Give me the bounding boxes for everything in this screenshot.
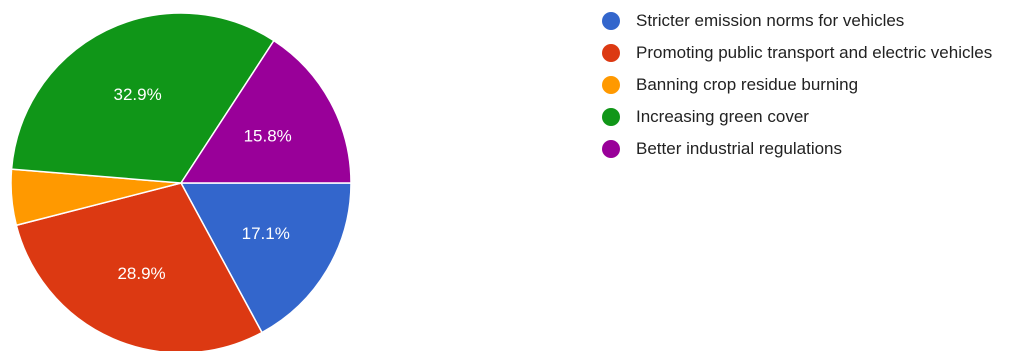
legend-swatch (602, 140, 620, 158)
pie-slice-promoting-public-transport-and-electric-vehicles (15, 182, 263, 351)
legend-swatch (602, 12, 620, 30)
legend-item-stricter-emission-norms-for-vehicles: Stricter emission norms for vehicles (600, 8, 1030, 34)
pie-slice-better-industrial-regulations (179, 39, 352, 184)
legend-item-increasing-green-cover: Increasing green cover (600, 104, 1030, 130)
legend-label: Increasing green cover (636, 107, 809, 126)
legend-item-better-industrial-regulations: Better industrial regulations (600, 136, 1030, 162)
slice-value-label: 28.9% (117, 264, 165, 283)
slice-value-label: 32.9% (114, 85, 162, 104)
chart-legend: Stricter emission norms for vehicles Prom… (600, 8, 1030, 168)
pie-chart-canvas: 17.1% 28.9% 32.9% 15.8% (10, 12, 352, 351)
legend-swatch (602, 44, 620, 62)
legend-label: Better industrial regulations (636, 139, 843, 158)
pie-slice-stricter-emission-norms-for-vehicles (179, 182, 352, 334)
slice-value-label: 17.1% (242, 224, 290, 243)
legend-label: Stricter emission norms for vehicles (636, 11, 905, 30)
legend-swatch (602, 76, 620, 94)
legend-swatch (602, 108, 620, 126)
legend-item-banning-crop-residue-burning: Banning crop residue burning (600, 72, 1030, 98)
legend-label: Promoting public transport and electric … (636, 43, 993, 62)
slice-value-label: 15.8% (244, 127, 292, 146)
legend-label: Banning crop residue burning (636, 75, 859, 94)
legend-item-promoting-public-transport-and-electric-vehicles: Promoting public transport and electric … (600, 40, 1030, 66)
